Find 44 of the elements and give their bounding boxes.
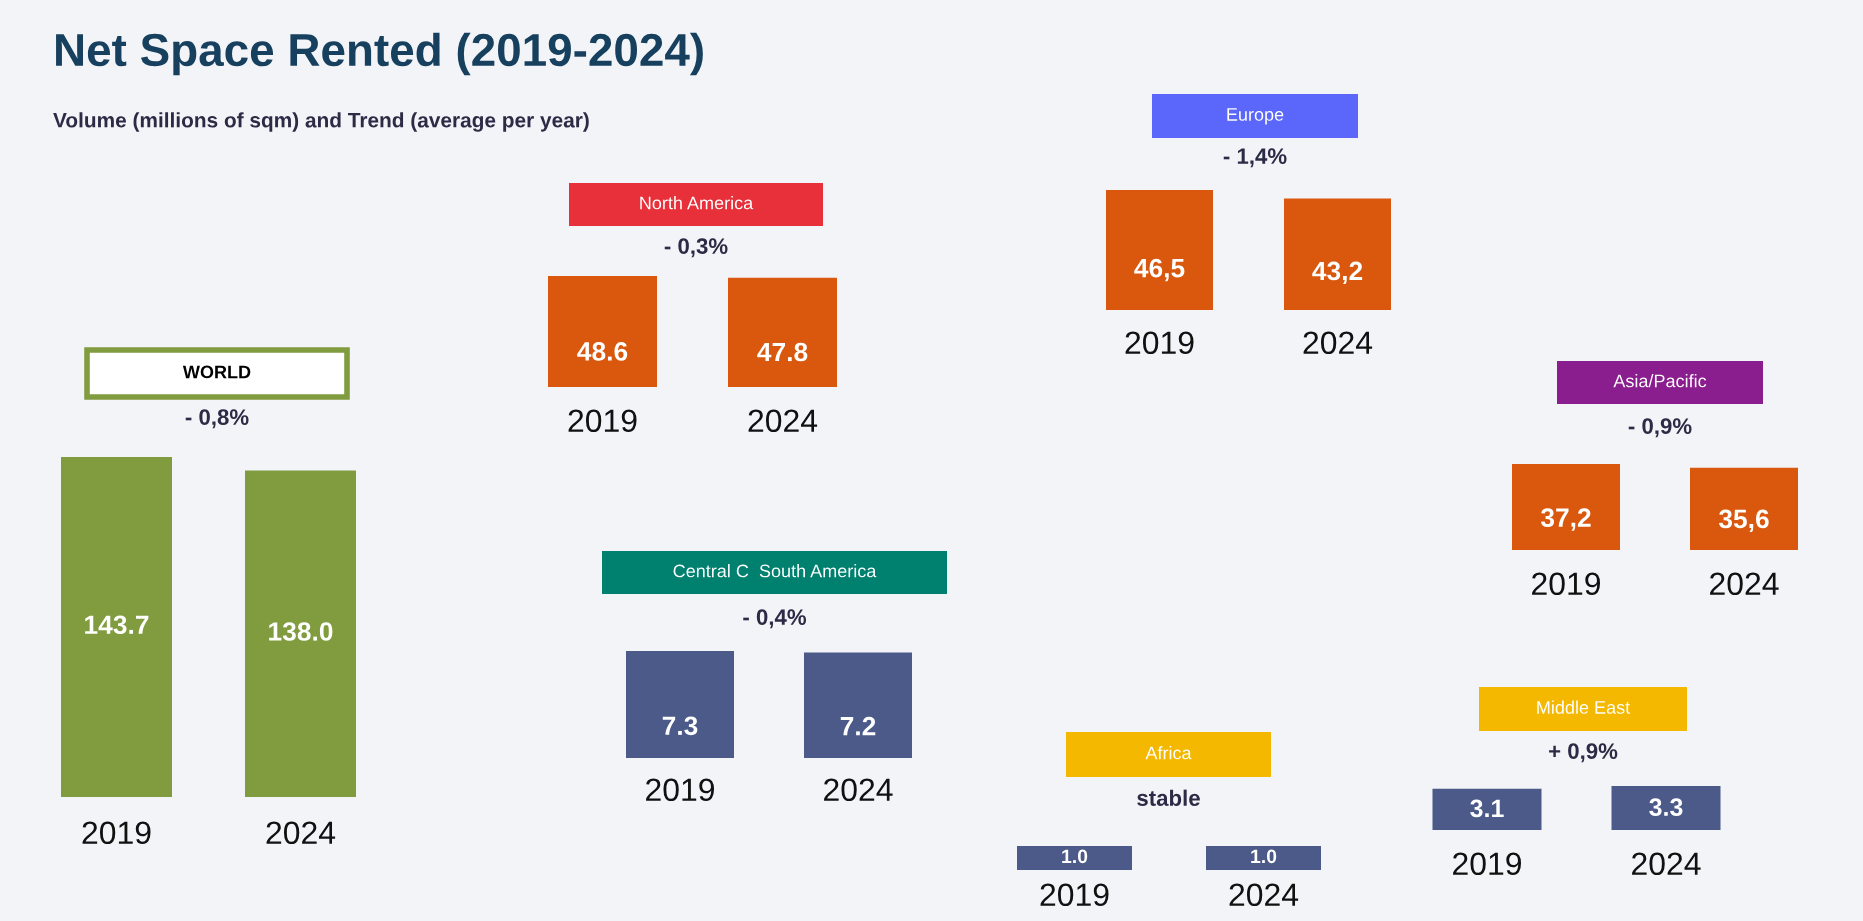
x-tick-label: 2019 <box>1125 331 1194 355</box>
data-label: 47.8 <box>757 342 808 362</box>
chart-title: Middle East <box>1537 700 1631 714</box>
x-tick-label: 2024 <box>748 409 818 433</box>
chart-subtitle: + 0,9% <box>1549 743 1618 763</box>
chart-subtitle: stable <box>1137 789 1200 806</box>
data-label: 7.2 <box>840 716 876 736</box>
x-tick-label: 2024 <box>266 821 336 845</box>
data-label: 48.6 <box>577 342 628 361</box>
data-label: 35,6 <box>1718 509 1769 533</box>
x-tick-label: 2024 <box>1303 331 1373 355</box>
data-label: 1.0 <box>1062 849 1088 864</box>
data-label: 3.1 <box>1470 799 1504 818</box>
x-tick-label: 2019 <box>82 821 151 845</box>
chart-title: North America <box>640 196 754 210</box>
chart-subtitle: - 0,4% <box>743 609 807 629</box>
chart-title: WORLD <box>182 365 251 379</box>
data-label: 37,2 <box>1540 508 1591 531</box>
chart-title: Europe <box>1227 108 1284 125</box>
x-tick-label: 2019 <box>1532 572 1601 596</box>
x-tick-label: 2024 <box>824 778 893 802</box>
x-tick-label: 2024 <box>1229 883 1299 907</box>
data-label: 43,2 <box>1312 261 1363 285</box>
chart-title: Central C South America <box>673 564 877 578</box>
x-tick-label: 2024 <box>1710 572 1779 596</box>
text: Net Space Rented (2019-2024) <box>56 32 703 76</box>
data-label: 1.0 <box>1251 849 1277 864</box>
data-label: 3.3 <box>1649 798 1683 817</box>
x-tick-label: 2019 <box>646 778 715 802</box>
text: Volume (millions of sqm) and Trend (average per year) <box>53 112 589 132</box>
chart-subtitle: - 0,8% <box>185 409 249 429</box>
x-tick-label: 2019 <box>1453 852 1522 876</box>
data-label: 7.3 <box>662 716 698 736</box>
x-tick-label: 2024 <box>1632 852 1701 876</box>
chart-subtitle: - 0,9% <box>1628 418 1692 438</box>
data-label: 46,5 <box>1134 258 1185 282</box>
x-tick-label: 2019 <box>1040 883 1109 907</box>
x-tick-label: 2019 <box>568 409 637 433</box>
chart-title: Asia/Pacific <box>1613 374 1707 388</box>
data-label: 138.0 <box>269 622 333 641</box>
data-label: 143.7 <box>85 615 149 635</box>
chart-subtitle: - 1,4% <box>1223 148 1287 168</box>
chart-subtitle: - 0,3% <box>664 238 728 258</box>
chart-title: Africa <box>1145 746 1192 760</box>
